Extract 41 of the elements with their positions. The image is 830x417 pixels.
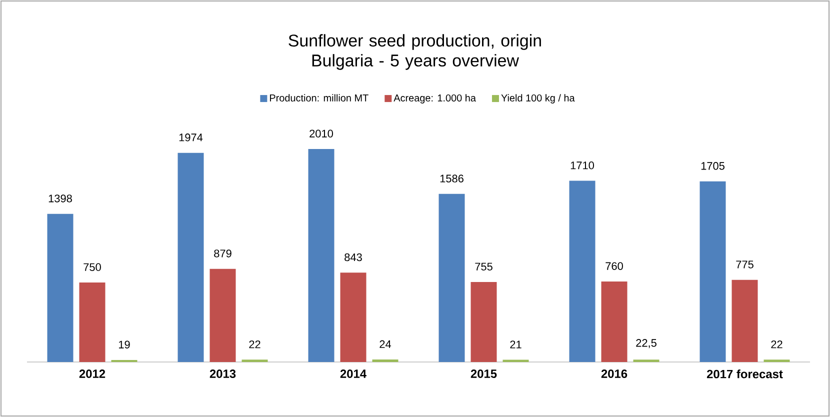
data-label: 1974: [179, 134, 203, 142]
data-label: 21: [510, 340, 522, 348]
data-label: 22: [249, 340, 260, 348]
data-label: 760: [606, 262, 623, 270]
bar: [470, 282, 497, 362]
data-label: 1398: [48, 194, 72, 202]
data-label: 755: [475, 262, 492, 270]
chart-title: Sunflower seed production, origin Bulgaria - 5 years overview: [288, 34, 541, 70]
data-label: 750: [84, 263, 101, 271]
bar: [79, 282, 106, 362]
x-tick-label: 2016: [601, 370, 628, 378]
bar: [601, 281, 628, 362]
data-label: 843: [344, 253, 362, 262]
bar: [340, 272, 366, 362]
x-tick-label: 2012: [79, 370, 106, 378]
data-label: 22,5: [636, 339, 656, 348]
bar: [732, 280, 758, 362]
bar: [569, 180, 596, 362]
legend-label: Acreage: 1.000 ha: [394, 94, 476, 104]
bar: [438, 194, 465, 362]
x-tick-label: 2013: [210, 370, 236, 378]
data-label: 22: [771, 340, 782, 348]
bar: [700, 181, 726, 362]
bar: [210, 268, 236, 362]
bar: [178, 152, 204, 362]
legend-label: Production: million MT: [270, 94, 368, 102]
bar: [308, 148, 334, 362]
data-label: 879: [214, 250, 232, 258]
data-label: 2010: [310, 130, 333, 138]
legend-label: Yield 100 kg / ha: [501, 94, 575, 104]
x-tick-label: 2017 forecast: [706, 370, 783, 378]
bar: [47, 214, 74, 362]
x-tick-label: 2015: [470, 370, 497, 378]
data-label: 1705: [701, 162, 724, 170]
data-label: 24: [380, 340, 392, 348]
x-tick-label: 2014: [340, 370, 366, 378]
bar: [372, 359, 398, 362]
data-label: 1710: [570, 162, 594, 170]
data-label: 19: [118, 340, 130, 348]
data-label: 775: [736, 260, 754, 268]
data-label: 1586: [440, 174, 464, 182]
